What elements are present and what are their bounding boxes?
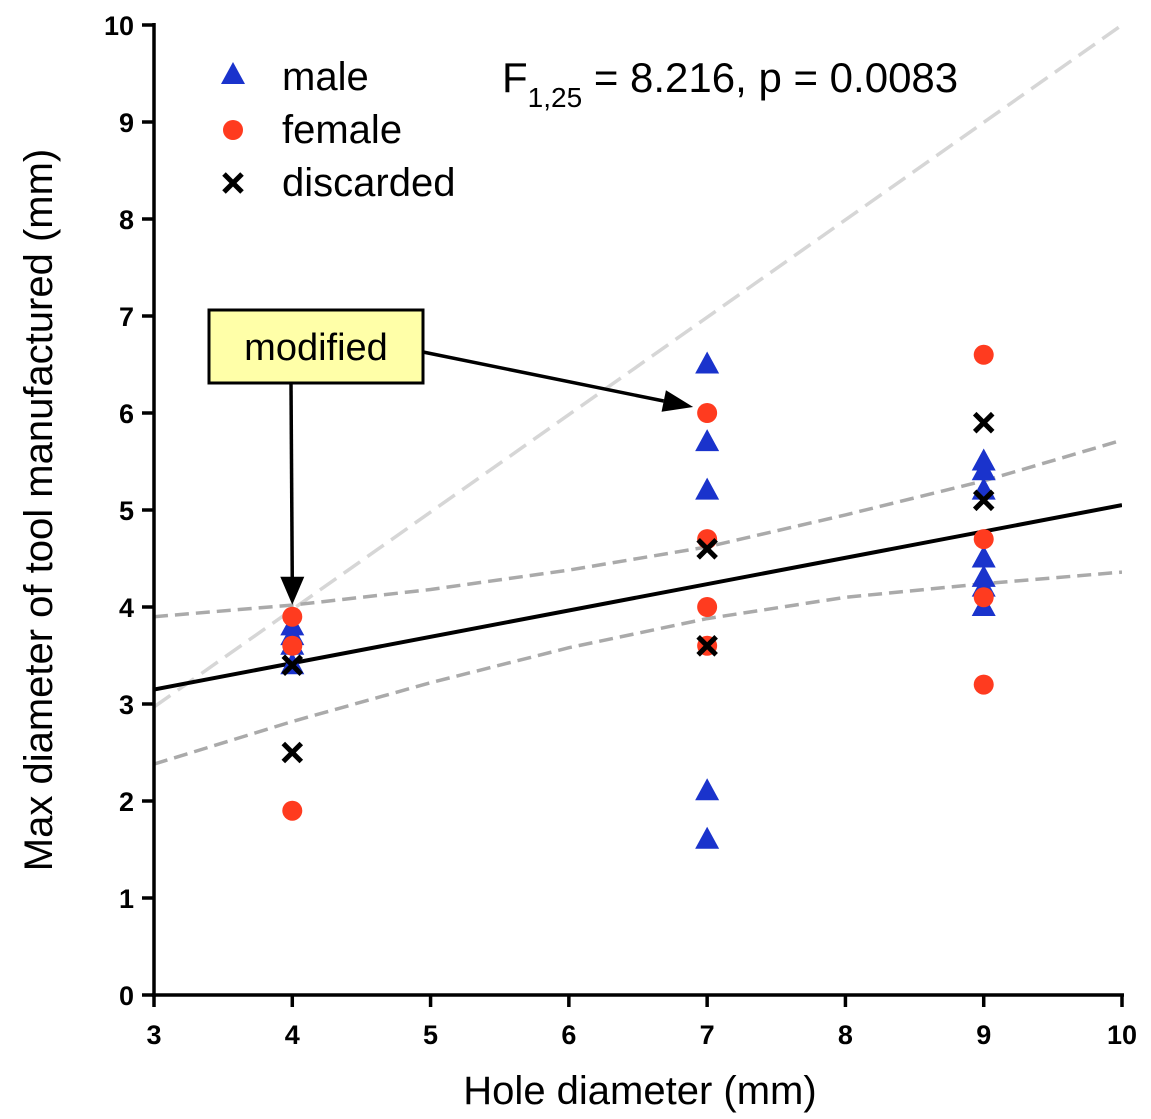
male-point (695, 778, 720, 801)
callout-arrowhead (280, 576, 305, 605)
x-tick-label: 9 (976, 1020, 991, 1050)
legend-female-label: female (282, 108, 402, 152)
x-axis-title: Hole diameter (mm) (463, 1069, 816, 1113)
female-point (282, 606, 303, 627)
y-tick-label: 6 (119, 399, 134, 429)
female-point (973, 529, 994, 550)
male-point (695, 351, 720, 374)
stat-annotation: F1,25 = 8.216, p = 0.0083 (502, 54, 958, 113)
discarded-point-stroke (281, 741, 304, 764)
y-tick-label: 3 (119, 690, 134, 720)
male-point (971, 458, 996, 481)
discarded-point (696, 635, 718, 657)
legend-discarded-label: discarded (282, 161, 455, 205)
x-tick-label: 8 (838, 1020, 853, 1050)
female-point (973, 587, 994, 608)
legend: male female discarded (221, 55, 455, 205)
plot-area: 3 4 5 6 7 8 9 10 0 1 2 3 4 5 6 7 8 9 10 (104, 11, 1137, 1050)
discarded-point (696, 538, 718, 560)
female-point (973, 674, 994, 695)
x-tick-label: 6 (561, 1020, 576, 1050)
y-tick-label: 1 (119, 884, 134, 914)
x-tick-label: 10 (1107, 1020, 1137, 1050)
stat-main: F (502, 54, 528, 101)
callout-label: modified (244, 327, 388, 369)
male-point (695, 477, 720, 500)
callout-arrow-shaft (289, 382, 295, 583)
female-point (282, 635, 303, 656)
stat-subscript: 1,25 (528, 82, 583, 113)
reference-line (154, 25, 1122, 709)
discarded-point (972, 411, 995, 434)
regression-line (154, 503, 1122, 692)
callout-arrows (280, 350, 694, 605)
x-tick-label: 4 (285, 1020, 300, 1050)
discarded-point-stroke (696, 635, 718, 657)
ci-upper-line (154, 438, 1122, 619)
discarded-point-stroke (281, 654, 304, 676)
female-point (282, 800, 303, 821)
male-point (971, 545, 996, 568)
discarded-point-stroke (696, 538, 718, 560)
stat-rest: = 8.216, p = 0.0083 (582, 54, 958, 101)
callout-arrowhead (661, 390, 694, 412)
female-point (697, 403, 718, 423)
y-tick-label: 5 (119, 496, 134, 526)
legend-male-marker (221, 62, 245, 84)
y-tick-label: 2 (119, 787, 134, 817)
discarded-point (281, 741, 304, 764)
discarded-point-stroke (972, 411, 995, 434)
callout-arrow-shaft (422, 350, 665, 403)
x-tick-label: 5 (423, 1020, 438, 1050)
y-tick-label: 0 (119, 981, 134, 1011)
legend-male-label: male (282, 55, 369, 99)
discarded-point-stroke (972, 489, 995, 512)
male-point (695, 826, 720, 849)
callout-box (207, 308, 425, 385)
x-tick-label: 3 (146, 1020, 161, 1050)
y-tick-label: 10 (104, 11, 134, 41)
ci-lower-line (154, 570, 1122, 766)
female-point (697, 597, 718, 617)
male-point (695, 429, 720, 452)
legend-female-marker (223, 120, 243, 140)
discarded-point (281, 654, 304, 676)
y-axis-title: Max diameter of tool manufactured (mm) (17, 149, 61, 871)
discarded-point (972, 489, 995, 512)
y-tick-label: 7 (119, 302, 134, 332)
y-tick-label: 4 (119, 593, 134, 623)
modified-callout: modified (207, 308, 425, 385)
y-tick-label: 9 (119, 108, 134, 138)
y-tick-label: 8 (119, 205, 134, 235)
male-point (971, 477, 996, 500)
legend-discarded-marker (222, 172, 244, 194)
x-tick-label: 7 (700, 1020, 715, 1050)
female-point (973, 344, 994, 365)
